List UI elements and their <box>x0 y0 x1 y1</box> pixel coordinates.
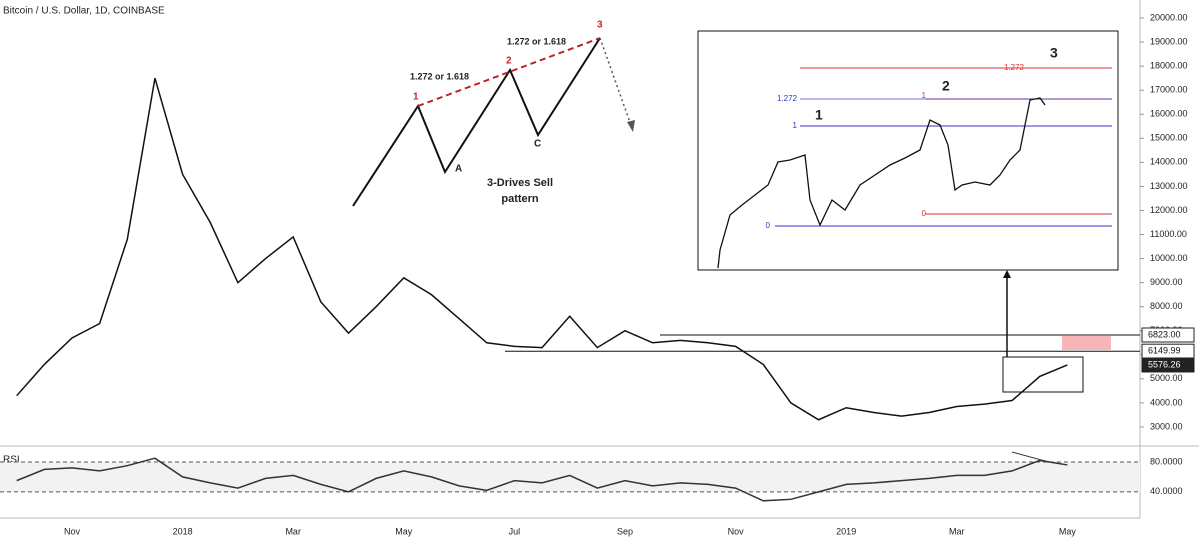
y-tick-label: 5000.00 <box>1150 373 1183 383</box>
ratio-label: 1.272 or 1.618 <box>410 71 469 81</box>
price-label: 5576.26 <box>1148 359 1181 369</box>
price-label-box <box>1141 357 1195 373</box>
x-tick-label: May <box>395 526 413 536</box>
y-tick-label: 15000.00 <box>1150 133 1188 143</box>
y-tick-label: 16000.00 <box>1150 109 1188 119</box>
correction-label: C <box>534 139 541 150</box>
x-tick-label: Nov <box>64 526 81 536</box>
y-tick-label: 9000.00 <box>1150 277 1183 287</box>
y-tick-label: 18000.00 <box>1150 61 1188 71</box>
x-tick-label: May <box>1059 526 1077 536</box>
x-tick-label: Nov <box>728 526 745 536</box>
y-tick-label: 10000.00 <box>1150 253 1188 263</box>
rsi-label: RSI <box>3 455 20 466</box>
fib-label: 1 <box>793 121 798 130</box>
fib-label: 1 <box>922 91 927 100</box>
inset-drive: 1 <box>815 107 823 123</box>
price-label-box <box>1141 327 1195 343</box>
inset-price <box>717 97 1046 269</box>
y-tick-label: 3000.00 <box>1150 421 1183 431</box>
pattern-caption: pattern <box>501 193 539 205</box>
rsi-line <box>16 457 1068 502</box>
pattern-trend <box>417 37 601 107</box>
inset-drive: 3 <box>1050 45 1058 61</box>
price-line <box>16 77 1068 421</box>
fib-label: 1.272 <box>1004 63 1025 72</box>
chart-title: Bitcoin / U.S. Dollar, 1D, COINBASE <box>3 6 165 17</box>
y-tick-label: 8000.00 <box>1150 301 1183 311</box>
drive-label: 2 <box>506 56 512 67</box>
inset-frame <box>697 30 1119 271</box>
y-tick-label: 12000.00 <box>1150 205 1188 215</box>
rsi-tick-label: 80.0000 <box>1150 456 1183 466</box>
drive-label: 3 <box>597 20 603 31</box>
rsi-band <box>0 461 1140 492</box>
y-tick-label: 14000.00 <box>1150 157 1188 167</box>
fib-label: 0 <box>922 209 927 218</box>
y-tick-label: 4000.00 <box>1150 397 1183 407</box>
pattern-caption: 3-Drives Sell <box>487 177 553 189</box>
price-label: 6149.99 <box>1148 346 1181 356</box>
y-tick-label: 11000.00 <box>1150 229 1187 239</box>
ratio-label: 1.272 or 1.618 <box>507 36 566 46</box>
x-tick-label: Jul <box>509 526 521 536</box>
fib-label: 0 <box>766 221 771 230</box>
x-tick-label: Mar <box>949 526 965 536</box>
x-tick-label: 2018 <box>173 526 193 536</box>
y-tick-label: 20000.00 <box>1150 12 1188 22</box>
target-zone <box>1062 336 1111 350</box>
drive-label: 1 <box>413 92 419 103</box>
pattern-zigzag <box>352 37 601 207</box>
rsi-tick-label: 40.0000 <box>1150 486 1183 496</box>
zoom-box <box>1002 356 1084 393</box>
y-tick-label: 13000.00 <box>1150 181 1188 191</box>
fib-label: 1.272 <box>777 94 798 103</box>
x-tick-label: Sep <box>617 526 633 536</box>
arrow-head <box>627 120 635 132</box>
y-tick-label: 19000.00 <box>1150 36 1188 46</box>
correction-label: A <box>455 164 462 175</box>
y-tick-label: 17000.00 <box>1150 85 1188 95</box>
price-label: 6823.00 <box>1148 329 1181 339</box>
inset-drive: 2 <box>942 78 950 94</box>
pattern-arrow <box>599 37 633 129</box>
x-tick-label: 2019 <box>836 526 856 536</box>
arrow-head <box>1003 270 1011 278</box>
x-tick-label: Mar <box>285 526 301 536</box>
